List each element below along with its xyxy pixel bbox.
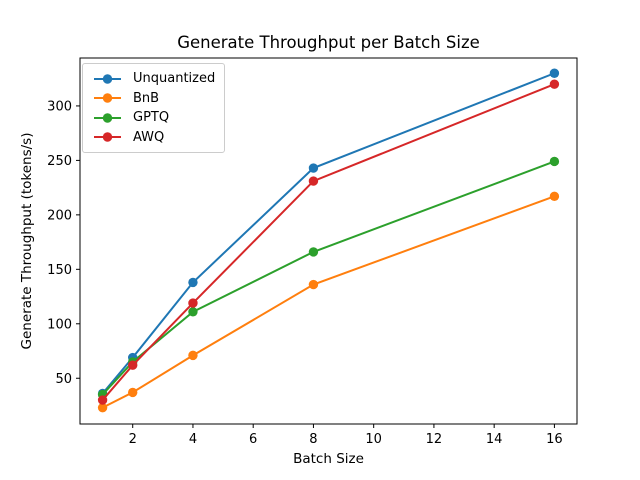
legend: Unquantized BnB GPTQ AWQ bbox=[82, 63, 226, 153]
series-marker-gptq bbox=[308, 247, 319, 257]
x-tick-label: 14 bbox=[486, 432, 503, 447]
legend-label: GPTQ bbox=[133, 110, 170, 126]
legend-label: BnB bbox=[133, 90, 160, 106]
series-marker-awq bbox=[97, 395, 108, 405]
series-marker-bnb bbox=[188, 350, 198, 361]
series-marker-unquantized bbox=[308, 163, 319, 173]
x-tick-label: 2 bbox=[129, 432, 137, 447]
legend-item-awq: AWQ bbox=[92, 128, 215, 148]
x-tick-label: 8 bbox=[309, 432, 317, 447]
x-tick-label: 4 bbox=[189, 432, 197, 447]
legend-label: AWQ bbox=[133, 129, 165, 145]
x-tick-label: 16 bbox=[546, 432, 563, 447]
chart-title: Generate Throughput per Batch Size bbox=[177, 33, 480, 52]
legend-item-gptq: GPTQ bbox=[92, 108, 215, 128]
series-marker-bnb bbox=[308, 279, 319, 290]
x-tick-label: 12 bbox=[426, 432, 443, 447]
series-marker-unquantized bbox=[188, 277, 198, 288]
series-marker-awq bbox=[128, 360, 138, 370]
series-marker-unquantized bbox=[549, 68, 560, 78]
x-tick-label: 10 bbox=[365, 432, 382, 447]
series-marker-gptq bbox=[549, 156, 560, 167]
legend-line-marker-icon bbox=[94, 74, 121, 84]
series-line-bnb bbox=[102, 195, 555, 409]
y-tick-label: 100 bbox=[47, 317, 72, 332]
series-marker-awq bbox=[549, 79, 560, 89]
y-tick-label: 150 bbox=[47, 263, 72, 278]
y-tick-label: 250 bbox=[47, 154, 72, 169]
series-marker-awq bbox=[188, 298, 198, 308]
legend-item-bnb: BnB bbox=[92, 89, 215, 109]
x-tick-label: 6 bbox=[249, 432, 257, 447]
y-tick-label: 300 bbox=[47, 99, 72, 114]
series-marker-bnb bbox=[128, 387, 138, 398]
y-tick-label: 200 bbox=[47, 208, 72, 223]
legend-line-marker-icon bbox=[94, 93, 121, 103]
y-tick-label: 50 bbox=[55, 372, 72, 387]
legend-item-unquantized: Unquantized bbox=[92, 69, 215, 89]
series-marker-awq bbox=[308, 176, 319, 186]
legend-label: Unquantized bbox=[133, 71, 216, 87]
series-marker-gptq bbox=[188, 307, 198, 317]
series-marker-bnb bbox=[549, 191, 560, 202]
legend-line-marker-icon bbox=[94, 113, 121, 123]
plot-frame bbox=[79, 57, 578, 425]
x-axis-label: Batch Size bbox=[293, 451, 364, 467]
series-marker-bnb bbox=[97, 402, 108, 413]
legend-line-marker-icon bbox=[94, 132, 121, 142]
